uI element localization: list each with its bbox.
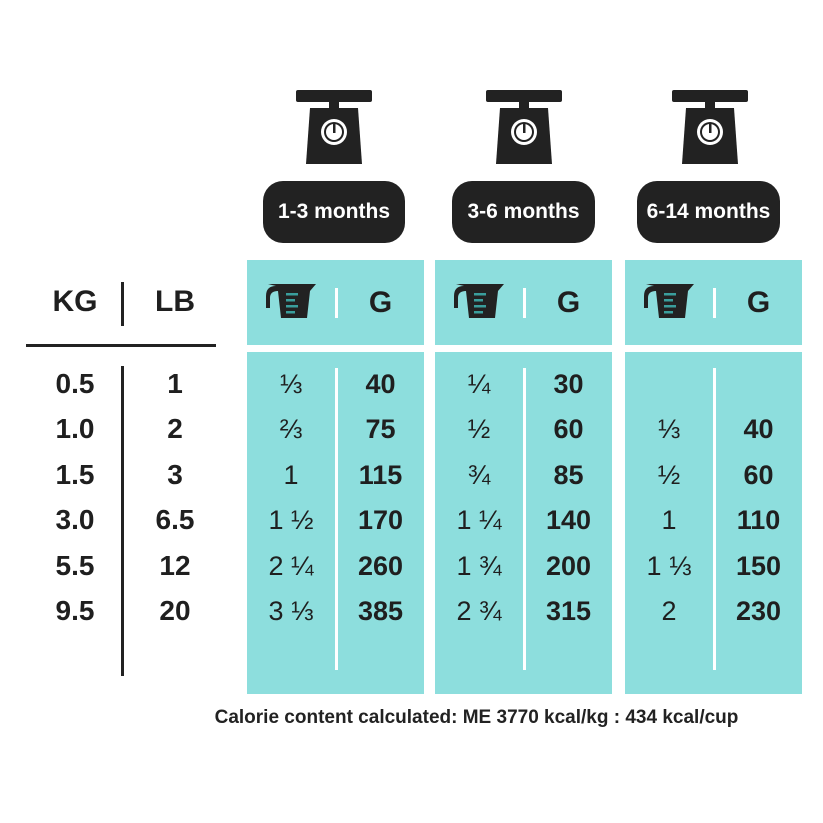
- cups-value: 1 ½: [268, 505, 314, 535]
- grams-value: 110: [736, 505, 781, 535]
- grams-value: 75: [365, 414, 396, 444]
- grams-value: 60: [553, 414, 584, 444]
- lb-value: 12: [159, 550, 191, 581]
- lb-value: 1: [167, 368, 183, 399]
- grams-value: 85: [553, 460, 584, 490]
- lb-value: 2: [167, 413, 183, 444]
- lb-value: 20: [159, 595, 191, 626]
- kitchen-scale-icon: [486, 90, 562, 171]
- kg-value: 5.5: [55, 550, 95, 581]
- cups-value: ¾: [467, 460, 491, 490]
- lb-value: 3: [167, 459, 183, 490]
- grams-value: [715, 364, 802, 404]
- cups-value: 1 ¼: [456, 505, 502, 535]
- column-divider: [713, 368, 716, 670]
- grams-value: 30: [553, 369, 584, 399]
- kg-value: 1.0: [55, 413, 95, 444]
- grams-value: 150: [735, 551, 782, 581]
- grams-header: G: [746, 286, 771, 319]
- cups-value: 2: [661, 596, 677, 626]
- weight-header-rule: [26, 344, 216, 347]
- feeding-panel-1-3-months: G ⅓ 40 ⅔ 75 1 115 1 ½ 170 2 ¼ 260 3 ⅓ 38…: [247, 260, 424, 694]
- weight-header-divider: [121, 282, 124, 326]
- grams-header: G: [368, 286, 393, 319]
- grams-value: 385: [357, 596, 404, 626]
- cups-value: ⅓: [279, 369, 303, 399]
- grams-value: 40: [743, 414, 774, 444]
- weight-column-divider: [121, 366, 124, 676]
- header-divider: [523, 288, 526, 318]
- grams-value: 170: [357, 505, 404, 535]
- cups-value: 2 ¼: [268, 551, 314, 581]
- cups-value: 1 ¾: [456, 551, 502, 581]
- kg-header: KG: [52, 285, 98, 318]
- cups-value: ½: [657, 460, 681, 490]
- kg-value: 0.5: [55, 368, 95, 399]
- header-rule: [247, 345, 424, 352]
- cups-value: ⅔: [279, 414, 303, 444]
- cups-value: ¼: [467, 369, 491, 399]
- kitchen-scale-icon: [672, 90, 748, 171]
- grams-value: 315: [545, 596, 592, 626]
- header-divider: [713, 288, 716, 318]
- kg-value: 9.5: [55, 595, 95, 626]
- cups-value: 1: [283, 460, 299, 490]
- kitchen-scale-icon: [296, 90, 372, 171]
- column-divider: [335, 368, 338, 670]
- kg-value: 3.0: [55, 504, 95, 535]
- cups-value: 1: [661, 505, 677, 535]
- grams-value: 60: [743, 460, 774, 490]
- cups-value: 2 ¾: [456, 596, 502, 626]
- grams-value: 260: [357, 551, 404, 581]
- kg-value: 1.5: [55, 459, 95, 490]
- cups-value: 1 ⅓: [646, 551, 692, 581]
- cups-value: ½: [467, 414, 491, 444]
- age-pill-3-6-months: 3-6 months: [452, 181, 595, 243]
- grams-value: 115: [358, 460, 403, 490]
- lb-value: 6.5: [155, 504, 195, 535]
- feeding-panel-6-14-months: G ⅓ 40 ½ 60 1 110 1 ⅓ 150 2 230: [625, 260, 802, 694]
- header-divider: [335, 288, 338, 318]
- grams-value: 230: [735, 596, 782, 626]
- grams-value: 200: [545, 551, 592, 581]
- header-rule: [625, 345, 802, 352]
- cups-value: [625, 364, 713, 404]
- cups-value: 3 ⅓: [268, 596, 314, 626]
- grams-value: 40: [365, 369, 396, 399]
- measuring-cup-icon: [644, 282, 696, 325]
- measuring-cup-icon: [266, 282, 318, 325]
- lb-header: LB: [155, 285, 195, 318]
- grams-value: 140: [545, 505, 592, 535]
- column-divider: [523, 368, 526, 670]
- cups-value: ⅓: [657, 414, 681, 444]
- measuring-cup-icon: [454, 282, 506, 325]
- feeding-panel-3-6-months: G ¼ 30 ½ 60 ¾ 85 1 ¼ 140 1 ¾ 200 2 ¾ 315: [435, 260, 612, 694]
- age-pill-6-14-months: 6-14 months: [637, 181, 780, 243]
- header-rule: [435, 345, 612, 352]
- grams-header: G: [556, 286, 581, 319]
- calorie-footnote: Calorie content calculated: ME 3770 kcal…: [214, 707, 739, 728]
- age-pill-1-3-months: 1-3 months: [263, 181, 405, 243]
